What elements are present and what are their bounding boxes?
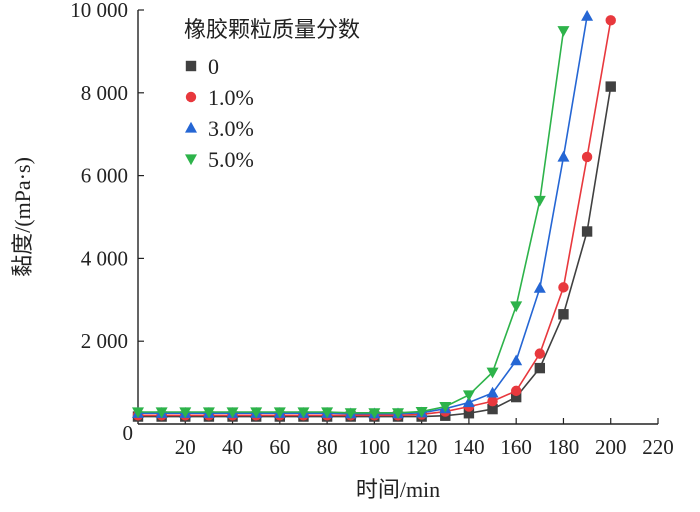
legend-label-0: 0 — [208, 54, 219, 79]
y-tick-label-2-000: 2 000 — [81, 329, 128, 353]
data-point-5-0-90 — [344, 408, 357, 420]
legend-marker-3-0 — [185, 121, 197, 133]
series-layer — [132, 10, 616, 422]
data-point-5-0-170 — [533, 195, 546, 207]
data-point-1-0-180 — [558, 282, 569, 293]
legend-label-3-0: 3.0% — [208, 116, 254, 141]
data-point-1-0-160 — [510, 385, 522, 397]
data-point-0-190 — [581, 226, 593, 237]
x-tick-label-180: 180 — [548, 435, 580, 459]
legend-marker-5-0 — [185, 154, 197, 166]
data-point-1-0-190 — [581, 151, 593, 163]
x-tick-label-20: 20 — [175, 435, 196, 459]
data-point-5-0-160 — [510, 301, 523, 313]
x-tick-label-120: 120 — [406, 435, 438, 459]
data-point-0-170 — [534, 362, 546, 374]
data-point-5-0-140 — [462, 390, 475, 402]
data-point-5-0-80 — [321, 407, 334, 419]
x-tick-label-200: 200 — [595, 435, 627, 459]
data-point-1-0-170 — [534, 348, 546, 359]
data-point-5-0-120 — [415, 406, 428, 418]
data-point-5-0-50 — [250, 407, 263, 419]
x-tick-label-220: 220 — [642, 435, 674, 459]
x-tick-label-80: 80 — [317, 435, 338, 459]
data-point-0-160 — [510, 391, 522, 403]
x-tick-label-40: 40 — [222, 435, 243, 459]
x-tick-label-140: 140 — [453, 435, 485, 459]
legend-title: 橡胶颗粒质量分数 — [184, 18, 360, 43]
data-point-3-0-150 — [486, 386, 499, 398]
x-tick-label-160: 160 — [500, 435, 532, 459]
data-point-3-0-170 — [533, 282, 546, 293]
series-line-5-0 — [138, 30, 565, 414]
data-point-5-0-40 — [226, 407, 239, 419]
data-point-1-0-150 — [487, 396, 498, 407]
data-point-5-0-100 — [368, 408, 381, 420]
data-point-0-180 — [558, 309, 569, 320]
data-point-5-0-110 — [392, 408, 404, 420]
data-point-1-0-200 — [605, 15, 616, 26]
data-point-5-0-180 — [557, 26, 570, 37]
x-axis-title: 时间/min — [356, 477, 440, 502]
data-point-0-200 — [605, 81, 616, 92]
data-point-5-0-60 — [273, 407, 286, 419]
y-tick-label-10-000: 10 000 — [70, 0, 128, 22]
data-point-5-0-20 — [179, 407, 192, 419]
data-point-3-0-180 — [557, 150, 570, 162]
y-tick-label-0: 0 — [123, 421, 134, 445]
legend-marker-0 — [185, 60, 197, 72]
x-ticks: 20 40 60 80 100 120 140 160 180 200 220 — [175, 418, 674, 459]
legend-items: 0 1.0% 3.0% 5.0% — [185, 54, 254, 172]
y-ticks: 0 2 000 4 000 6 000 8 000 10 000 — [70, 0, 144, 445]
data-point-0-150 — [487, 403, 498, 415]
series-5-0 — [132, 26, 570, 420]
data-point-5-0-10 — [155, 407, 168, 419]
series-0 — [132, 81, 616, 422]
series-line-3-0 — [138, 16, 588, 415]
data-point-5-0-70 — [297, 407, 310, 419]
data-point-5-0-30 — [202, 407, 215, 419]
legend-label-5-0: 5.0% — [208, 147, 254, 172]
y-tick-label-4-000: 4 000 — [81, 246, 128, 270]
data-point-3-0-190 — [581, 10, 594, 21]
legend-label-1-0: 1.0% — [208, 85, 254, 110]
data-point-5-0-150 — [486, 367, 499, 379]
axes — [137, 10, 658, 425]
x-tick-label-100: 100 — [359, 435, 391, 459]
data-point-3-0-140 — [462, 396, 475, 408]
legend-marker-1-0 — [185, 91, 197, 103]
data-point-3-0-160 — [510, 354, 523, 366]
data-point-5-0-0 — [132, 407, 144, 419]
y-axis-title: 黏度/(mPa·s) — [10, 157, 35, 277]
data-point-5-0-130 — [439, 402, 452, 413]
y-tick-label-8-000: 8 000 — [81, 81, 128, 105]
data-point-0-140 — [463, 408, 475, 419]
x-tick-label-60: 60 — [269, 435, 290, 459]
series-3-0 — [132, 10, 594, 419]
legend: 橡胶颗粒质量分数 0 1.0% 3.0% 5.0% — [184, 18, 360, 172]
y-tick-label-6-000: 6 000 — [81, 164, 128, 188]
